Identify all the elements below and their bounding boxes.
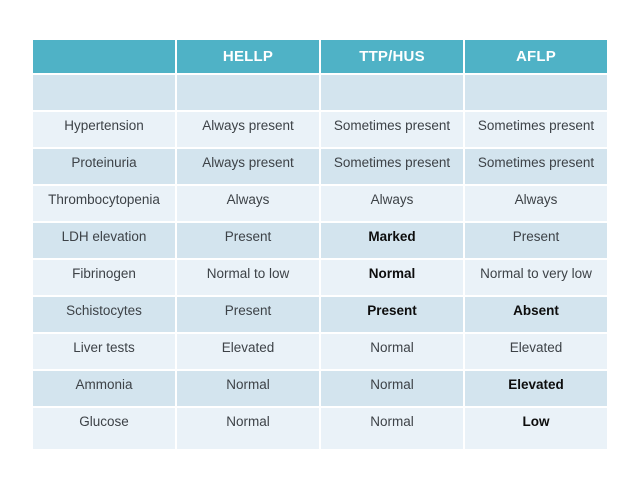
table-cell: Normal: [321, 371, 463, 406]
row-label-glucose: Glucose: [33, 408, 175, 449]
table-cell: Elevated: [465, 371, 607, 406]
row-label-ldh-elevation: LDH elevation: [33, 223, 175, 258]
table-cell: Present: [177, 223, 319, 258]
table-row: LDH elevation Present Marked Present: [33, 223, 607, 258]
table-row: Ammonia Normal Normal Elevated: [33, 371, 607, 406]
row-label-thrombocytopenia: Thrombocytopenia: [33, 186, 175, 221]
table-cell: Always: [321, 186, 463, 221]
table-cell: Sometimes present: [321, 112, 463, 147]
table-cell: Normal to very low: [465, 260, 607, 295]
row-label-schistocytes: Schistocytes: [33, 297, 175, 332]
table-body: Hypertension Always present Sometimes pres…: [33, 75, 607, 449]
table-header: HELLP TTP/HUS AFLP: [33, 40, 607, 73]
table-cell: Always present: [177, 112, 319, 147]
table-cell: Sometimes present: [465, 149, 607, 184]
table-cell: Normal: [321, 408, 463, 449]
table-cell: Present: [465, 223, 607, 258]
table-cell: Always: [465, 186, 607, 221]
row-label-hypertension: Hypertension: [33, 112, 175, 147]
table-row: Thrombocytopenia Always Always Always: [33, 186, 607, 221]
comparison-table: HELLP TTP/HUS AFLP Hypertension Always pr…: [31, 38, 609, 451]
column-header-aflp: AFLP: [465, 40, 607, 73]
table-cell: Normal: [321, 334, 463, 369]
row-label-ammonia: Ammonia: [33, 371, 175, 406]
table-cell: Normal: [177, 371, 319, 406]
table-row: Liver tests Elevated Normal Elevated: [33, 334, 607, 369]
table-cell: Normal: [177, 408, 319, 449]
table-row: Hypertension Always present Sometimes pres…: [33, 112, 607, 147]
row-label-empty: [33, 75, 175, 110]
column-header-parameter: [33, 40, 175, 73]
table-cell: [321, 75, 463, 110]
table-row: Schistocytes Present Present Absent: [33, 297, 607, 332]
table-cell: Elevated: [465, 334, 607, 369]
table-cell: Absent: [465, 297, 607, 332]
table-cell: Marked: [321, 223, 463, 258]
table-cell: Sometimes present: [321, 149, 463, 184]
table-cell: [177, 75, 319, 110]
table-cell: Normal to low: [177, 260, 319, 295]
table-cell: Always: [177, 186, 319, 221]
table-cell: Always present: [177, 149, 319, 184]
header-row: HELLP TTP/HUS AFLP: [33, 40, 607, 73]
row-label-proteinuria: Proteinuria: [33, 149, 175, 184]
table-cell: Low: [465, 408, 607, 449]
column-header-hellp: HELLP: [177, 40, 319, 73]
spacer-row: [33, 75, 607, 110]
table-cell: Normal: [321, 260, 463, 295]
table-row: Glucose Normal Normal Low: [33, 408, 607, 449]
table-cell: Present: [321, 297, 463, 332]
table-row: Fibrinogen Normal to low Normal Normal to v…: [33, 260, 607, 295]
row-label-liver-tests: Liver tests: [33, 334, 175, 369]
table-cell: [465, 75, 607, 110]
table-row: Proteinuria Always present Sometimes prese…: [33, 149, 607, 184]
row-label-fibrinogen: Fibrinogen: [33, 260, 175, 295]
table-cell: Elevated: [177, 334, 319, 369]
table-cell: Sometimes present: [465, 112, 607, 147]
table-cell: Present: [177, 297, 319, 332]
column-header-ttp-hus: TTP/HUS: [321, 40, 463, 73]
